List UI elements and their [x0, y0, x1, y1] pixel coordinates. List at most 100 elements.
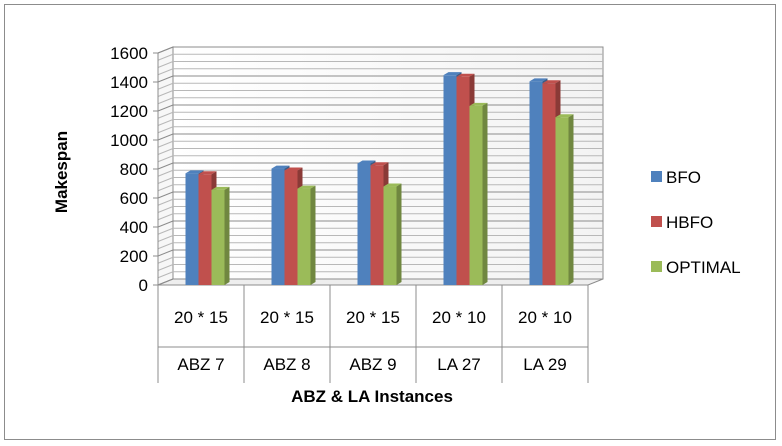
minor-gridline-side [157, 119, 174, 126]
y-tick-label: 0 [139, 276, 148, 295]
legend-label-hbfo: HBFO [666, 213, 713, 232]
major-gridline-side [157, 220, 174, 228]
bar-top [529, 78, 548, 82]
minor-gridline-side [157, 126, 174, 134]
major-gridline-side [157, 162, 174, 170]
y-tick-label: 400 [120, 218, 148, 237]
major-gridline-side [157, 46, 174, 54]
y-tick-label: 200 [120, 247, 148, 266]
legend-label-bfo: BFO [666, 168, 701, 187]
category-instance-label: LA 27 [437, 355, 481, 374]
legend-swatch-optimal [651, 261, 662, 272]
minor-gridline-side [157, 148, 174, 155]
category-size-label: 20 * 10 [432, 308, 486, 327]
category-size-label: 20 * 15 [174, 308, 228, 327]
minor-gridline-side [157, 68, 174, 76]
bar-top [284, 167, 303, 171]
bar-top [456, 73, 475, 77]
x-axis-title: ABZ & LA Instances [291, 387, 453, 406]
minor-gridline-side [157, 235, 174, 242]
bar-chart: 0 200 400 600 800 1000 1200 1400 1600 20 * 15 ABZ… [52, 44, 741, 406]
minor-gridline-side [157, 155, 174, 163]
bars [185, 72, 574, 286]
minor-gridline-side [157, 242, 174, 250]
major-gridline-side [157, 133, 174, 141]
category-size-label: 20 * 15 [260, 308, 314, 327]
bar-top [542, 80, 561, 84]
bar-front [469, 105, 483, 285]
major-gridline-side [157, 104, 174, 112]
bar-front [198, 174, 212, 285]
bar-side [482, 102, 488, 285]
bar-top [370, 162, 389, 166]
minor-gridline-side [157, 111, 174, 119]
bar-front [211, 189, 225, 285]
bar-top [211, 186, 230, 190]
bar-front [370, 165, 384, 285]
minor-gridline-side [157, 256, 174, 264]
legend-label-optimal: OPTIMAL [666, 258, 741, 277]
bar-front [284, 170, 298, 285]
bar-front [185, 173, 199, 285]
minor-gridline-side [157, 271, 174, 279]
bar-front [555, 117, 569, 285]
bar-top [383, 183, 402, 187]
minor-gridline-side [157, 177, 174, 184]
minor-gridline-side [157, 206, 174, 213]
bar-top [198, 171, 217, 175]
bar-side [310, 185, 316, 285]
minor-gridline-side [157, 82, 174, 90]
bar-top [443, 72, 462, 76]
minor-gridline-side [157, 213, 174, 221]
category-instance-label: ABZ 8 [263, 355, 310, 374]
minor-gridline-side [157, 140, 174, 148]
bar-optimal-1 [297, 185, 316, 285]
bar-top [469, 102, 488, 106]
bar-front [271, 168, 285, 285]
category-instance-label: LA 29 [523, 355, 567, 374]
minor-gridline-side [157, 184, 174, 192]
bar-front [297, 188, 311, 285]
bar-optimal-3 [469, 102, 488, 285]
bar-front [542, 83, 556, 286]
bar-top [185, 170, 204, 174]
major-gridline-side [157, 278, 174, 286]
category-instance-label: ABZ 9 [349, 355, 396, 374]
bar-front [443, 75, 457, 285]
y-tick-label: 600 [120, 189, 148, 208]
minor-gridline-side [157, 227, 174, 235]
minor-gridline-side [157, 169, 174, 177]
category-table: 20 * 15 ABZ 7 20 * 15 ABZ 8 20 * 15 ABZ 9 20 *… [157, 285, 589, 383]
bar-top [555, 114, 574, 118]
bar-front [529, 81, 543, 285]
bar-side [396, 183, 402, 285]
legend: BFO HBFO OPTIMAL [651, 168, 741, 277]
legend-swatch-hbfo [651, 216, 662, 227]
minor-gridline-side [157, 90, 174, 97]
bar-top [357, 160, 376, 164]
minor-gridline-side [157, 264, 174, 271]
bar-side [568, 114, 574, 285]
bar-top [297, 185, 316, 189]
minor-gridline-side [157, 61, 174, 68]
legend-swatch-bfo [651, 171, 662, 182]
y-tick-label: 1200 [110, 102, 148, 121]
y-tick-labels: 0 200 400 600 800 1000 1200 1400 1600 [110, 44, 148, 295]
major-gridline-side [157, 75, 174, 83]
bar-front [456, 76, 470, 285]
minor-gridline-side [157, 97, 174, 105]
bar-top [271, 165, 290, 169]
y-axis-title: Makespan [52, 131, 71, 213]
bar-front [357, 163, 371, 285]
chart-frame: 0 200 400 600 800 1000 1200 1400 1600 20 * 15 ABZ… [4, 4, 776, 440]
bar-front [383, 186, 397, 285]
y-tick-label: 1600 [110, 44, 148, 63]
bar-side [224, 186, 230, 285]
y-tick-label: 1400 [110, 73, 148, 92]
bar-optimal-0 [211, 186, 230, 285]
category-instance-label: ABZ 7 [177, 355, 224, 374]
bar-optimal-4 [555, 114, 574, 285]
minor-gridline-side [157, 198, 174, 206]
category-size-label: 20 * 15 [346, 308, 400, 327]
bar-optimal-2 [383, 183, 402, 285]
